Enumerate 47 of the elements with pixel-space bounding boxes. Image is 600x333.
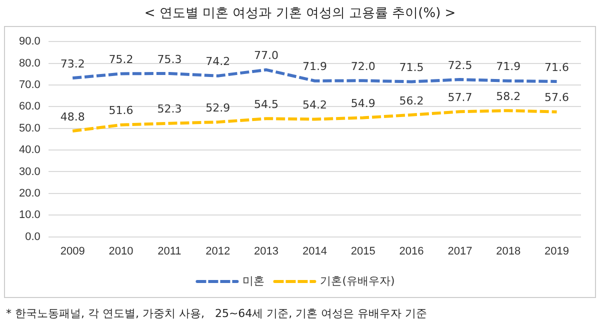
x-tick-label: 2019	[544, 245, 570, 258]
x-tick-label: 2009	[60, 245, 85, 258]
data-label: 77.0	[254, 49, 279, 62]
data-label: 71.9	[496, 60, 521, 74]
y-tick-label: 90.0	[18, 36, 40, 48]
y-tick-label: 40.0	[18, 144, 40, 156]
data-label: 71.5	[399, 61, 424, 74]
data-label: 56.2	[399, 94, 424, 108]
data-label: 52.9	[206, 101, 230, 114]
data-label: 51.6	[108, 104, 134, 118]
y-tick-label: 80.0	[18, 57, 40, 70]
data-label: 54.2	[302, 98, 327, 112]
data-label: 58.2	[496, 90, 521, 103]
y-tick-label: 60.0	[18, 100, 40, 113]
chart-title: < 연도별 미혼 여성과 기혼 여성의 고용률 추이(%) >	[143, 5, 457, 22]
data-label: 48.8	[60, 110, 85, 124]
data-label: 71.9	[302, 60, 327, 74]
data-label: 75.2	[108, 53, 134, 66]
legend-label: 미혼	[242, 274, 265, 288]
data-label: 75.3	[157, 52, 182, 66]
data-label: 54.5	[254, 98, 279, 111]
data-label: 72.5	[448, 58, 472, 72]
x-tick-label: 2010	[108, 245, 134, 258]
data-label: 52.3	[157, 102, 182, 116]
text: * 한국노동패널, 각 연도별, 가중치 사용, 25~64세 기준, 기혼 여성은 유배우자 기준	[6, 306, 428, 321]
y-tick-label: 30.0	[18, 166, 40, 178]
y-tick-label: 10.0	[18, 209, 40, 222]
x-tick-label: 2015	[350, 245, 376, 258]
data-label: 71.6	[544, 60, 570, 74]
x-tick-label: 2012	[206, 245, 230, 258]
x-tick-label: 2011	[158, 245, 182, 258]
x-tick-label: 2017	[448, 245, 472, 258]
y-tick-label: 20.0	[18, 187, 40, 200]
x-tick-label: 2013	[254, 245, 279, 258]
data-label: 73.2	[60, 57, 85, 70]
y-tick-label: 70.0	[18, 79, 40, 92]
x-tick-label: 2018	[496, 245, 521, 258]
data-label: 57.6	[544, 91, 570, 104]
data-label: 54.9	[350, 97, 376, 110]
legend-label: 기혼(유배우자)	[320, 274, 395, 288]
data-label: 57.7	[448, 91, 472, 104]
y-tick-label: 0.0	[25, 230, 40, 243]
data-label: 72.0	[350, 60, 376, 73]
x-tick-label: 2014	[302, 245, 327, 258]
data-label: 74.2	[206, 55, 230, 68]
x-tick-label: 2016	[399, 245, 424, 258]
y-tick-label: 50.0	[18, 122, 40, 134]
